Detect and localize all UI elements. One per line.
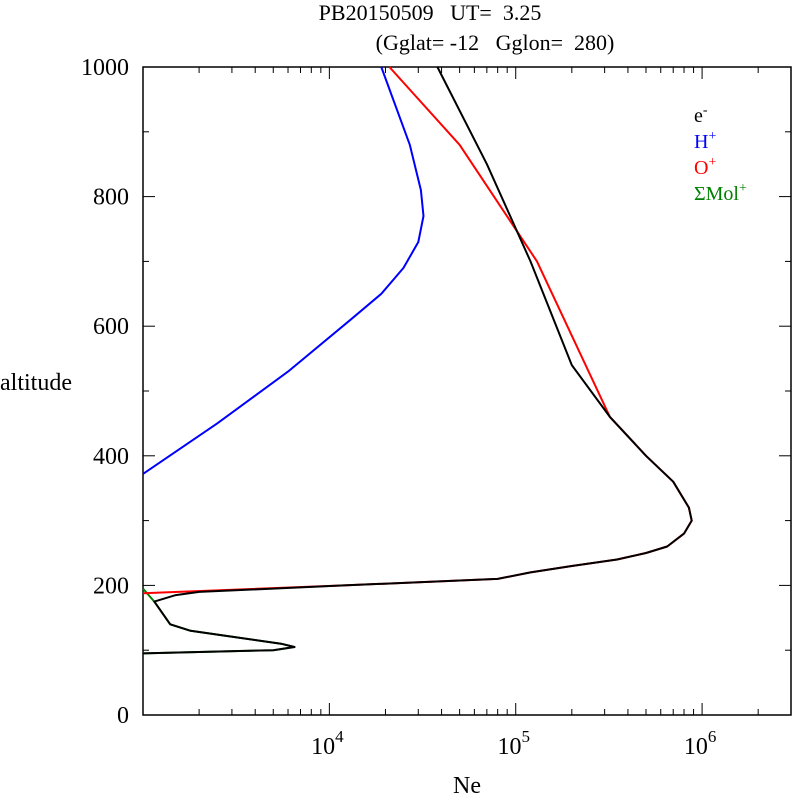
y-tick-label: 1000 [81, 55, 129, 81]
legend-entry-0: e- [694, 103, 708, 127]
chart-title-line2: (Gglat= -12 Gglon= 280) [376, 30, 615, 55]
y-axis-label: altitude [0, 370, 72, 396]
x-axis-label: Ne [453, 773, 481, 796]
x-tick-label: 105 [497, 727, 530, 760]
x-tick-label: 104 [311, 727, 344, 760]
series-line-0 [142, 66, 693, 655]
legend-entry-2: O+ [694, 155, 716, 179]
series-line-2 [142, 66, 693, 595]
chart-title-line1: PB20150509 UT= 3.25 [319, 0, 542, 25]
legend-entry-3: ΣMol+ [694, 181, 747, 205]
y-tick-label: 400 [93, 444, 129, 470]
series-line-1 [142, 66, 425, 475]
y-tick-label: 600 [93, 314, 129, 340]
y-tick-label: 0 [117, 703, 129, 729]
x-tick-label: 106 [684, 727, 717, 760]
legend-entry-1: H+ [694, 129, 716, 153]
y-tick-label: 800 [93, 185, 129, 211]
y-tick-label: 200 [93, 573, 129, 599]
